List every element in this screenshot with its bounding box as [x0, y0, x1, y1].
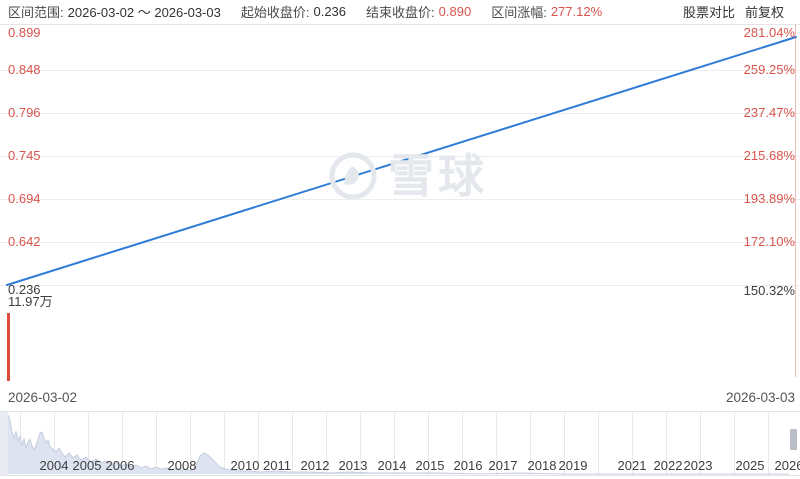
x-axis-start-date: 2026-03-02: [8, 390, 78, 405]
chart-header: 区间范围: 2026-03-02 ～ 2026-03-03 起始收盘价: 0.2…: [0, 0, 800, 23]
pct-tick: 237.47%: [743, 105, 795, 120]
pct-tick: 172.10%: [743, 234, 795, 249]
price-tick: 0.848: [8, 62, 41, 77]
navigator-right-handle[interactable]: [790, 429, 797, 450]
gridline: [0, 285, 800, 286]
pct-tick: 193.89%: [743, 191, 795, 206]
range-group: 区间范围: 2026-03-02 ～ 2026-03-03: [8, 2, 221, 21]
stock-compare-button[interactable]: 股票对比: [682, 5, 735, 20]
start-close-group: 起始收盘价: 0.236: [241, 2, 346, 21]
header-right-controls: 股票对比 前复权: [683, 2, 800, 21]
range-change-group: 区间涨幅: 277.12%: [491, 2, 602, 21]
end-close-group: 结束收盘价: 0.890: [366, 2, 471, 21]
gridline: [0, 70, 800, 71]
gridline: [0, 242, 800, 243]
navigator-left-handle[interactable]: [0, 412, 8, 475]
gridline: [0, 113, 800, 114]
range-value: 2026-03-02 ～ 2026-03-03: [67, 5, 221, 20]
price-tick: 0.796: [8, 105, 41, 120]
end-close-value: 0.890: [438, 4, 472, 19]
gridline: [0, 199, 800, 200]
pct-tick: 215.68%: [743, 148, 795, 163]
range-label: 区间范围:: [8, 5, 64, 20]
pct-tick: 259.25%: [743, 62, 795, 77]
price-line-chart: [6, 36, 797, 286]
range-change-value: 277.12%: [550, 4, 603, 19]
price-tick: 0.694: [8, 191, 41, 206]
price-tick: 0.899: [8, 25, 41, 40]
navigator-area-chart: [7, 414, 789, 475]
gridline: [0, 156, 800, 157]
range-change-label: 区间涨幅:: [491, 5, 547, 20]
end-close-label: 结束收盘价:: [366, 5, 435, 20]
x-axis-end-date: 2026-03-03: [725, 390, 795, 405]
price-tick: 0.642: [8, 234, 41, 249]
price-tick: 0.745: [8, 148, 41, 163]
pct-tick: 281.04%: [743, 25, 795, 40]
start-close-label: 起始收盘价:: [240, 5, 310, 20]
pct-tick-bottom: 150.32%: [743, 283, 795, 298]
price-chart-canvas[interactable]: 0.899 0.848 0.796 0.745 0.694 0.642 281.…: [0, 24, 800, 298]
base-price-label: 0.236: [8, 282, 41, 297]
volume-max-label: 11.97万: [8, 294, 53, 309]
range-navigator[interactable]: 2004 2005 2006 2008 2010 2011 2012 2013 …: [0, 411, 800, 476]
start-close-value: 0.236: [313, 4, 347, 19]
volume-bar[interactable]: [7, 313, 10, 381]
latest-position-line: [795, 24, 796, 377]
forward-adjust-button[interactable]: 前复权: [744, 5, 784, 20]
